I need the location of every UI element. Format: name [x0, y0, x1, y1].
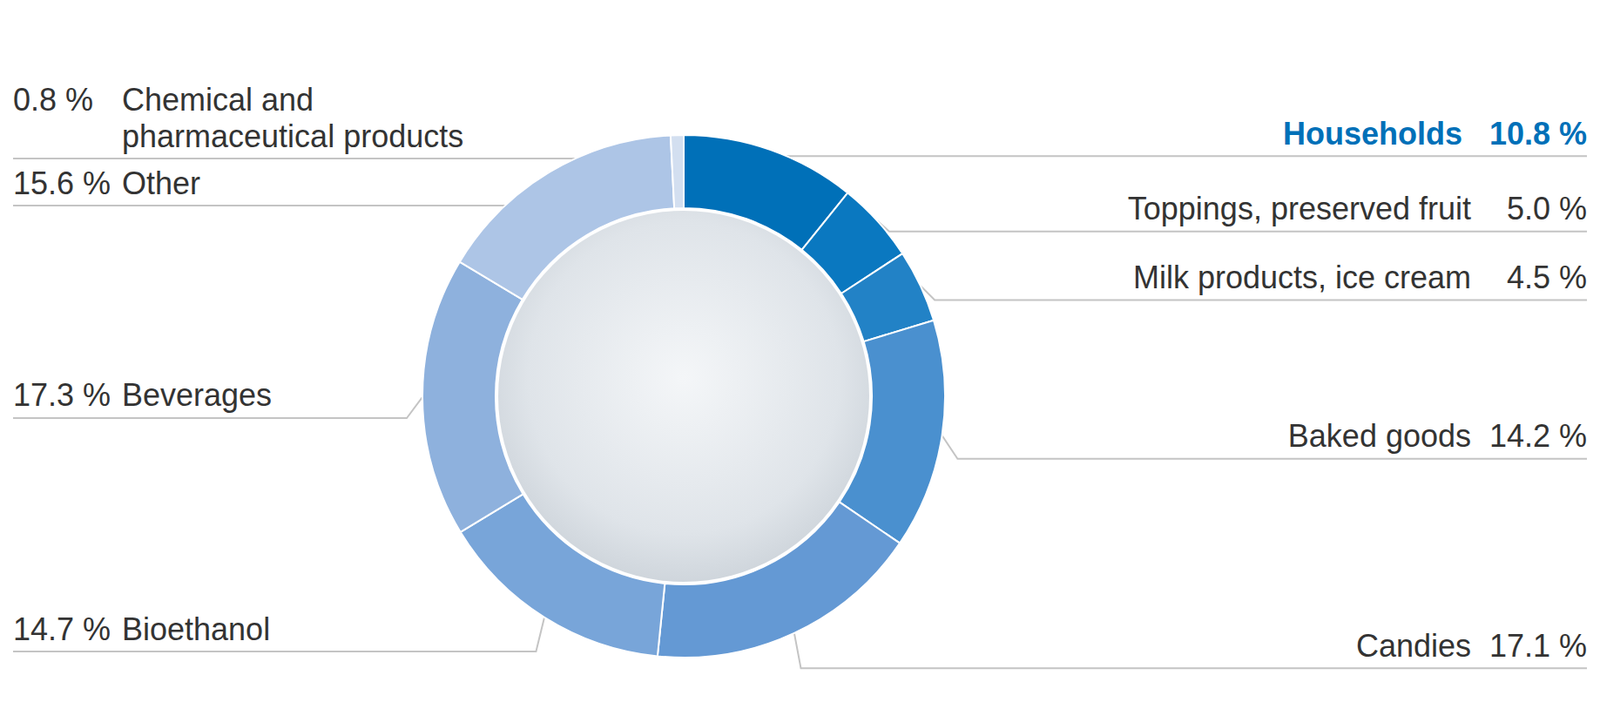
- svg-text:Candies: Candies: [1356, 627, 1472, 664]
- svg-text:Chemical and: Chemical and: [121, 81, 314, 118]
- svg-text:17.3 %: 17.3 %: [13, 377, 111, 413]
- svg-text:17.1 %: 17.1 %: [1489, 627, 1587, 664]
- svg-text:Households: Households: [1282, 115, 1463, 152]
- svg-text:Toppings, preserved fruit: Toppings, preserved fruit: [1127, 190, 1472, 227]
- svg-text:Baked goods: Baked goods: [1288, 418, 1472, 454]
- svg-text:Other: Other: [121, 165, 201, 202]
- svg-text:Beverages: Beverages: [121, 377, 272, 413]
- svg-text:10.8 %: 10.8 %: [1489, 115, 1587, 152]
- svg-text:14.2 %: 14.2 %: [1489, 418, 1587, 454]
- svg-text:pharmaceutical products: pharmaceutical products: [121, 118, 464, 155]
- svg-text:0.8 %: 0.8 %: [13, 81, 94, 118]
- svg-text:Milk products, ice cream: Milk products, ice cream: [1133, 259, 1472, 296]
- svg-text:4.5 %: 4.5 %: [1506, 259, 1587, 296]
- svg-text:14.7 %: 14.7 %: [13, 611, 111, 648]
- svg-text:15.6 %: 15.6 %: [13, 165, 111, 202]
- svg-text:5.0 %: 5.0 %: [1506, 190, 1587, 227]
- svg-text:Bioethanol: Bioethanol: [121, 611, 271, 648]
